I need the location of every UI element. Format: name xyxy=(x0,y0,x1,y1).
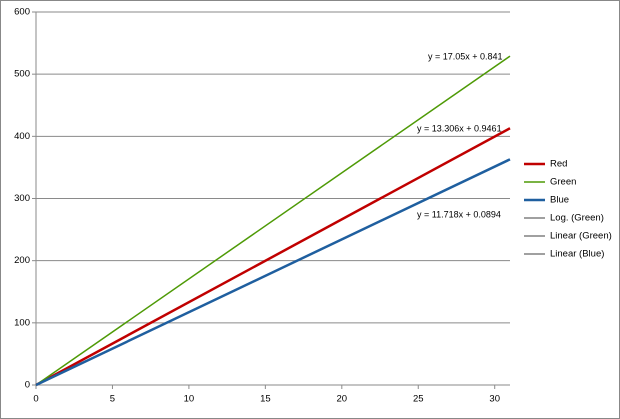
x-tick-label: 5 xyxy=(110,394,115,405)
trendline-equation: y = 13.306x + 0.9461 xyxy=(417,123,502,133)
legend-label: Green xyxy=(550,177,576,188)
y-tick-label: 500 xyxy=(14,69,30,80)
y-tick-label: 0 xyxy=(25,380,30,391)
legend-label: Linear (Blue) xyxy=(550,249,604,260)
y-tick-label: 600 xyxy=(14,7,30,18)
x-tick-label: 25 xyxy=(413,394,424,405)
y-tick-label: 100 xyxy=(14,317,30,328)
series-line xyxy=(35,158,511,387)
legend-label: Linear (Green) xyxy=(550,231,612,242)
legend-label: Blue xyxy=(550,195,569,206)
y-tick-label: 200 xyxy=(14,255,30,266)
trendline-equation: y = 11.718x + 0.0894 xyxy=(417,209,501,219)
x-tick-label: 0 xyxy=(33,394,38,405)
legend-label: Log. (Green) xyxy=(550,213,604,224)
series-line xyxy=(35,55,511,386)
y-tick-label: 400 xyxy=(14,131,30,142)
legend-label: Red xyxy=(550,159,567,170)
x-tick-label: 10 xyxy=(184,394,195,405)
series-line xyxy=(35,127,511,387)
x-tick-label: 15 xyxy=(260,394,271,405)
y-tick-label: 300 xyxy=(14,193,30,204)
x-tick-label: 20 xyxy=(337,394,348,405)
trendline-equation: y = 17.05x + 0.841 xyxy=(428,51,503,61)
x-tick-label: 30 xyxy=(489,394,500,405)
